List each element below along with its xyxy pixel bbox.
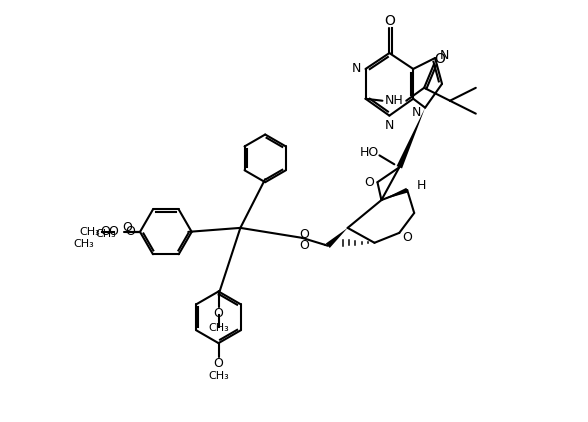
- Text: O: O: [365, 176, 375, 189]
- Text: O: O: [122, 222, 132, 234]
- Text: O: O: [435, 52, 446, 66]
- Text: CH₃: CH₃: [208, 371, 229, 381]
- Polygon shape: [382, 188, 408, 200]
- Text: N: N: [439, 49, 449, 62]
- Text: O: O: [299, 239, 309, 252]
- Text: CH₃: CH₃: [208, 323, 229, 333]
- Text: O: O: [213, 307, 223, 320]
- Text: N: N: [385, 119, 394, 132]
- Text: N: N: [412, 106, 421, 119]
- Text: HO: HO: [360, 146, 379, 159]
- Text: O: O: [108, 225, 118, 238]
- Text: O: O: [299, 228, 309, 241]
- Text: NH: NH: [385, 94, 404, 107]
- Text: H: H: [416, 179, 426, 192]
- Text: CH₃: CH₃: [95, 229, 116, 239]
- Polygon shape: [326, 228, 348, 248]
- Text: O: O: [101, 225, 110, 238]
- Text: CH₃: CH₃: [79, 227, 101, 237]
- Text: O: O: [125, 225, 135, 238]
- Polygon shape: [396, 108, 425, 168]
- Text: O: O: [384, 14, 395, 28]
- Text: O: O: [213, 357, 223, 371]
- Text: CH₃: CH₃: [74, 239, 94, 249]
- Text: N: N: [352, 62, 361, 76]
- Text: O: O: [402, 231, 412, 244]
